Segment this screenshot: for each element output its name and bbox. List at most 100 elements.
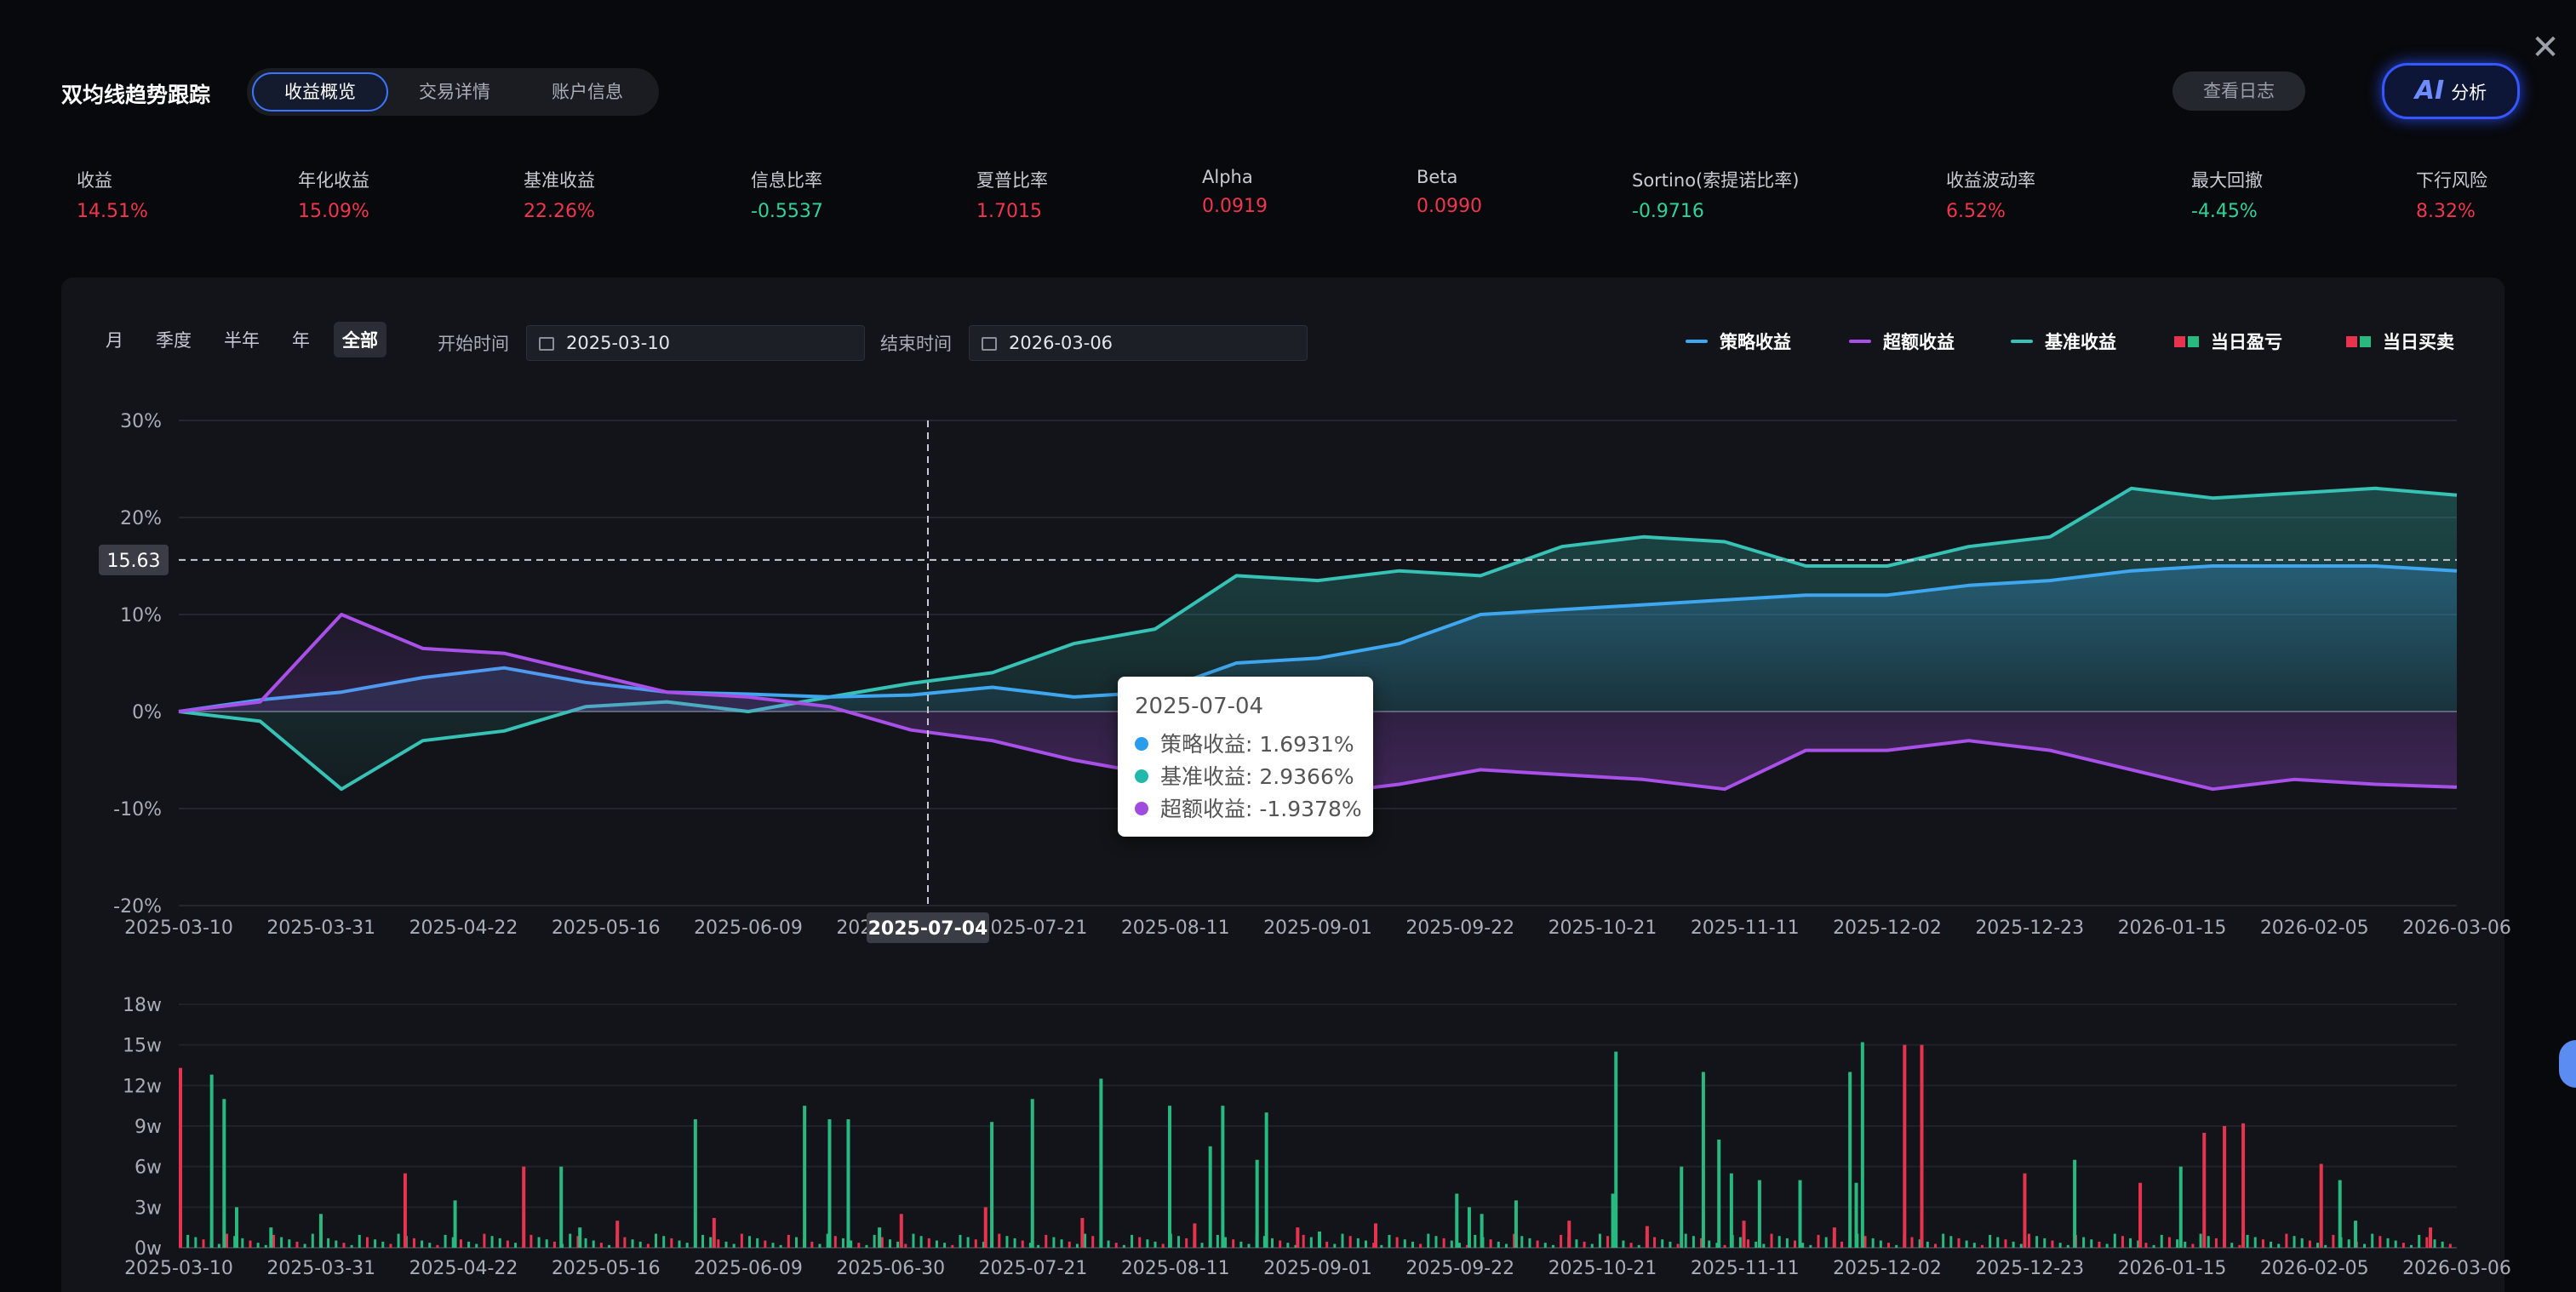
bar: [1045, 1234, 1048, 1248]
bar: [655, 1233, 658, 1248]
legend-daily-trade[interactable]: 当日买卖: [2346, 329, 2454, 354]
period-half-year[interactable]: 半年: [224, 330, 260, 351]
bar: [1084, 1233, 1087, 1248]
bar: [1411, 1241, 1414, 1248]
bar: [2238, 1244, 2241, 1248]
tooltip-excess-value: 超额收益: -1.9378%: [1160, 797, 1362, 821]
bar: [810, 1241, 814, 1248]
bar: [1091, 1236, 1095, 1248]
bar: [381, 1241, 385, 1248]
bar: [2144, 1243, 2148, 1248]
stat-label: Sortino(索提诺比率): [1632, 170, 1800, 191]
bar: [1762, 1243, 1766, 1248]
legend-strategy[interactable]: 策略收益: [1686, 329, 1791, 354]
bar: [186, 1234, 190, 1248]
bar: [514, 1243, 518, 1248]
bar: [1879, 1240, 1882, 1248]
period-all[interactable]: 全部: [334, 322, 386, 357]
period-month[interactable]: 月: [106, 330, 123, 351]
bar: [1653, 1237, 1657, 1248]
stat-information-ratio: 信息比率 -0.5537: [751, 167, 823, 222]
bar: [1840, 1241, 1844, 1248]
y-tick-label: 10%: [120, 605, 162, 626]
bar: [342, 1243, 346, 1248]
bar: [701, 1234, 705, 1248]
bar: [717, 1239, 720, 1248]
tab-trade-details[interactable]: 交易详情: [419, 82, 490, 102]
bar: [1520, 1236, 1524, 1248]
tab-overview[interactable]: 收益概览: [252, 72, 388, 111]
bar: [1434, 1236, 1438, 1248]
bar: [608, 1244, 611, 1248]
stat-label: 收益: [77, 170, 112, 191]
bar: [1785, 1238, 1789, 1248]
trade-bar: [1848, 1072, 1852, 1248]
side-handle[interactable]: [2559, 1040, 2576, 1088]
bar: [732, 1243, 736, 1248]
bar: [865, 1244, 868, 1248]
tab-account-info[interactable]: 账户信息: [552, 82, 623, 102]
bar: [459, 1239, 462, 1248]
start-date-label: 开始时间: [438, 334, 509, 354]
bar: [1107, 1240, 1110, 1248]
trade-bar: [269, 1227, 273, 1248]
bar: [1794, 1240, 1797, 1248]
calendar-icon: [539, 337, 554, 351]
trade-bar: [2073, 1159, 2077, 1248]
bar: [2230, 1243, 2234, 1248]
stat-benchmark-return: 基准收益 22.26%: [524, 167, 595, 222]
end-date-input[interactable]: 2026-03-06: [969, 325, 1308, 361]
view-log-button[interactable]: 查看日志: [2172, 71, 2305, 111]
bar: [748, 1236, 751, 1248]
period-year[interactable]: 年: [292, 330, 310, 351]
stat-label: Alpha: [1202, 167, 1253, 187]
period-quarter[interactable]: 季度: [156, 330, 192, 351]
bar: [1957, 1238, 1961, 1248]
close-icon[interactable]: ✕: [2531, 28, 2560, 67]
stat-value: 6.52%: [1946, 201, 2006, 222]
legend-daily-pnl[interactable]: 当日盈亏: [2174, 329, 2282, 354]
legend-benchmark[interactable]: 基准收益: [2011, 329, 2116, 354]
bar: [537, 1237, 541, 1248]
bar: [2332, 1234, 2335, 1248]
bar-x-tick-label: 2026-03-06: [2402, 1258, 2511, 1279]
ai-analysis-button[interactable]: AI 分析: [2382, 63, 2520, 119]
chart-tooltip: 2025-07-04 策略收益: 1.6931% 基准收益: 2.9366% 超…: [1118, 677, 1373, 837]
bar: [1489, 1239, 1492, 1248]
bar: [2176, 1239, 2179, 1248]
bar: [241, 1238, 244, 1248]
stat-beta: Beta 0.0990: [1417, 167, 1482, 217]
bar: [1247, 1243, 1251, 1248]
bar: [1341, 1233, 1344, 1248]
x-tick-label: 2025-08-11: [1121, 918, 1230, 939]
bar: [2371, 1233, 2374, 1248]
bar: [1450, 1240, 1453, 1248]
tooltip-strategy-row: 策略收益: 1.6931%: [1135, 728, 1354, 758]
bar-x-tick-label: 2025-03-10: [124, 1258, 233, 1279]
bar: [2418, 1234, 2421, 1248]
stat-label: 收益波动率: [1946, 170, 2035, 191]
bar: [436, 1244, 439, 1248]
trade-bar: [1480, 1214, 1484, 1248]
start-date-input[interactable]: 2025-03-10: [526, 325, 865, 361]
bar: [2308, 1240, 2311, 1248]
bar: [1536, 1240, 1539, 1248]
trade-bar: [1729, 1173, 1733, 1248]
bar: [335, 1240, 338, 1248]
bar-x-tick-label: 2025-12-23: [1975, 1258, 2084, 1279]
period-selector: 月 季度 半年 年 全部: [97, 322, 402, 357]
legend-excess[interactable]: 超额收益: [1849, 329, 1955, 354]
pnl-bar: [1193, 1223, 1197, 1248]
stat-value: 0.0919: [1202, 196, 1268, 217]
stat-sortino: Sortino(索提诺比率) -0.9716: [1632, 167, 1799, 222]
bar: [1325, 1241, 1329, 1248]
bar: [506, 1240, 509, 1248]
bar: [2043, 1238, 2046, 1248]
bar-x-tick-label: 2026-02-05: [2260, 1258, 2369, 1279]
stat-volatility: 收益波动率 6.52%: [1946, 167, 2035, 222]
trade-bar: [1798, 1180, 1802, 1248]
trade-bar: [2338, 1180, 2342, 1248]
bar: [1279, 1240, 1282, 1248]
